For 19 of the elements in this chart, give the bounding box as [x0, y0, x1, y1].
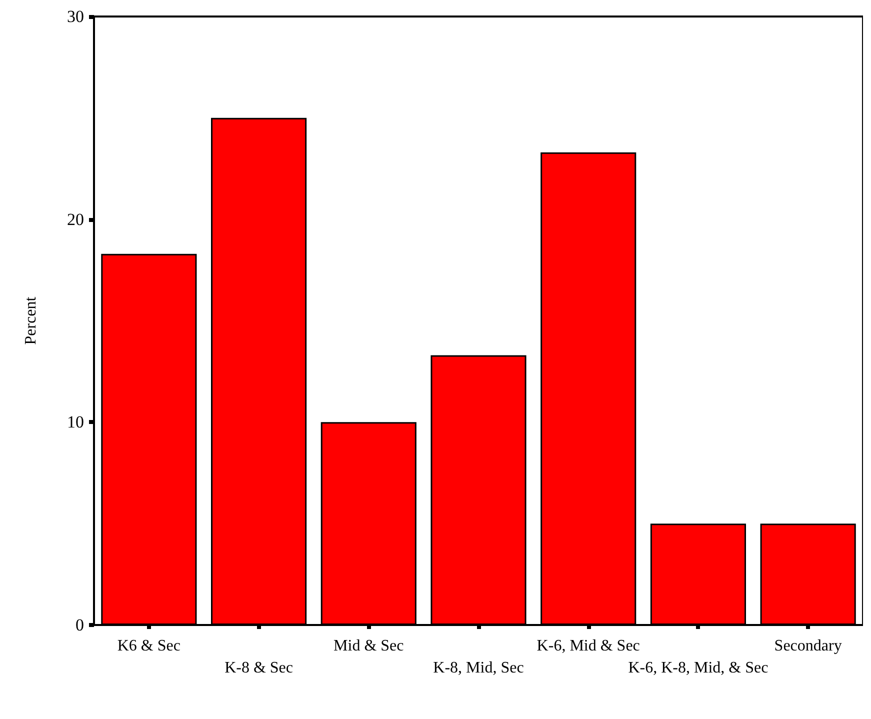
x-tick-label: K-6, K-8, Mid, & Sec — [628, 660, 768, 676]
bar — [650, 524, 746, 625]
bar — [211, 118, 307, 625]
x-tick-label: Mid & Sec — [334, 638, 404, 654]
bar — [540, 152, 636, 625]
y-axis-title: Percent — [22, 296, 40, 345]
bar — [101, 254, 197, 625]
x-tick-label: K-8 & Sec — [224, 660, 294, 676]
x-tick-label: K-6, Mid & Sec — [536, 638, 640, 654]
bar — [430, 355, 526, 625]
x-tick-label: K6 & Sec — [117, 638, 180, 654]
y-tick-label: 0 — [76, 616, 84, 634]
x-tick-label: Secondary — [774, 638, 842, 654]
x-tick-label: K-8, Mid, Sec — [433, 660, 524, 676]
bar — [320, 422, 416, 625]
y-tick-label: 30 — [67, 7, 84, 26]
bar — [760, 524, 856, 625]
y-tick-label: 10 — [67, 412, 84, 432]
y-tick-label: 20 — [67, 210, 84, 229]
